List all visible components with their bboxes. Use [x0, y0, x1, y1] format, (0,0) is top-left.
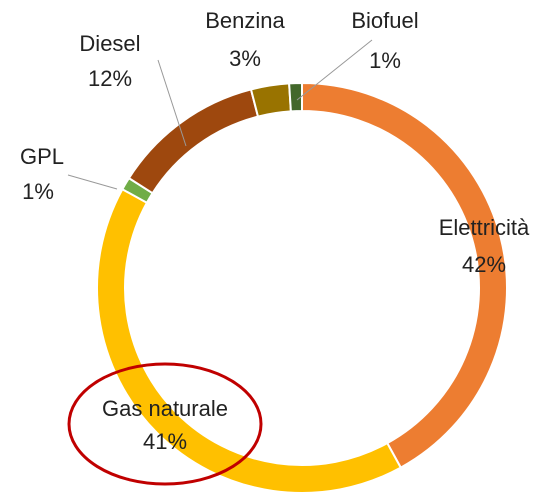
category-label: Benzina — [205, 8, 285, 33]
category-label: GPL — [20, 144, 64, 169]
value-label: 1% — [369, 48, 401, 73]
leader-line — [296, 39, 373, 101]
category-label: Elettricità — [439, 215, 530, 240]
donut-slice — [288, 81, 303, 113]
highlight-ellipse — [67, 362, 263, 486]
leader-line — [67, 174, 118, 190]
value-label: 42% — [462, 252, 506, 277]
value-label: 41% — [143, 429, 187, 454]
value-label: 3% — [229, 46, 261, 71]
donut-slice — [127, 88, 260, 195]
value-label: 12% — [88, 66, 132, 91]
category-label: Biofuel — [351, 8, 418, 33]
category-label: Gas naturale — [102, 396, 228, 421]
donut — [96, 81, 508, 494]
value-label: 1% — [22, 179, 54, 204]
leader-line — [157, 59, 187, 147]
donut-slice — [249, 82, 292, 118]
category-label: Diesel — [79, 31, 140, 56]
